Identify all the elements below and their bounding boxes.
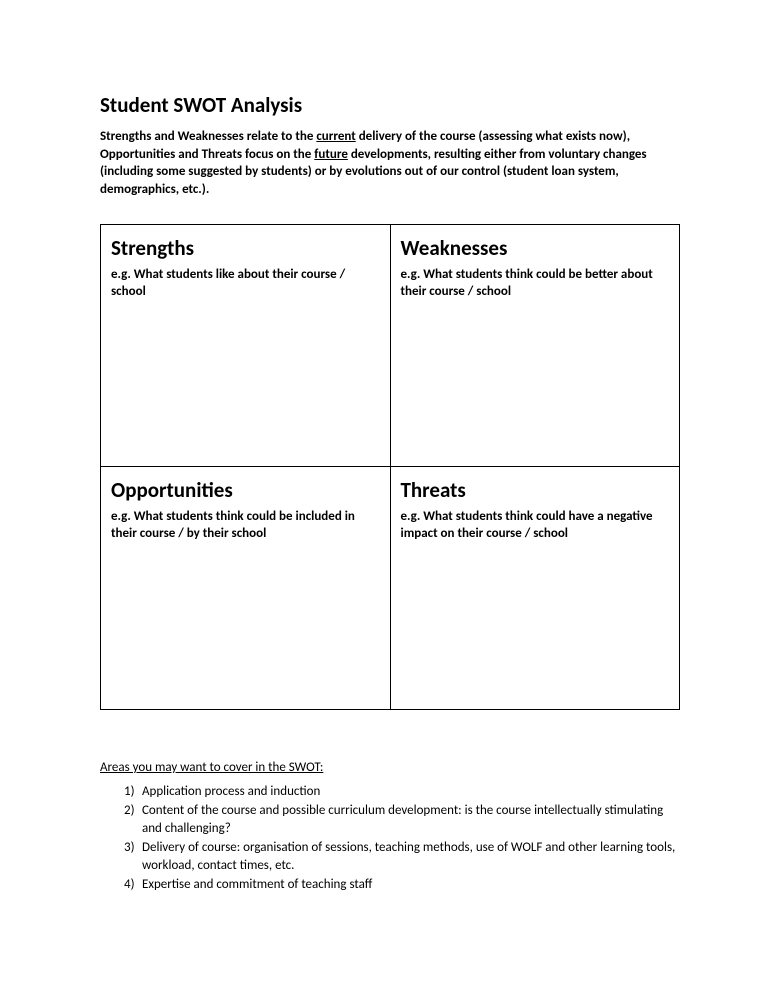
area-item: Application process and induction [124, 783, 680, 801]
opportunities-desc: e.g. What students think could be includ… [111, 509, 380, 543]
opportunities-header: Opportunities e.g. What students think c… [101, 467, 391, 549]
strengths-title: Strengths [111, 235, 380, 261]
strengths-header: Strengths e.g. What students like about … [101, 225, 391, 307]
strengths-desc: e.g. What students like about their cour… [111, 267, 380, 301]
opportunities-content [101, 549, 391, 709]
areas-list: Application process and induction Conten… [100, 783, 680, 894]
intro-paragraph: Strengths and Weaknesses relate to the c… [100, 128, 680, 198]
area-item: Content of the course and possible curri… [124, 802, 680, 837]
opportunities-title: Opportunities [111, 477, 380, 503]
swot-table: Strengths e.g. What students like about … [100, 224, 680, 710]
threats-content [390, 549, 680, 709]
area-item: Delivery of course: organisation of sess… [124, 839, 680, 874]
threats-desc: e.g. What students think could have a ne… [401, 509, 670, 543]
intro-part1: Strengths and Weaknesses relate to the [100, 129, 316, 144]
threats-header: Threats e.g. What students think could h… [390, 467, 680, 549]
weaknesses-content [390, 307, 680, 467]
weaknesses-title: Weaknesses [401, 235, 670, 261]
strengths-content [101, 307, 391, 467]
area-item: Expertise and commitment of teaching sta… [124, 876, 680, 894]
page-title: Student SWOT Analysis [100, 92, 680, 118]
threats-title: Threats [401, 477, 670, 503]
intro-underline2: future [314, 147, 348, 162]
weaknesses-desc: e.g. What students think could be better… [401, 267, 670, 301]
areas-title: Areas you may want to cover in the SWOT: [100, 760, 680, 775]
weaknesses-header: Weaknesses e.g. What students think coul… [390, 225, 680, 307]
intro-underline1: current [316, 129, 355, 144]
